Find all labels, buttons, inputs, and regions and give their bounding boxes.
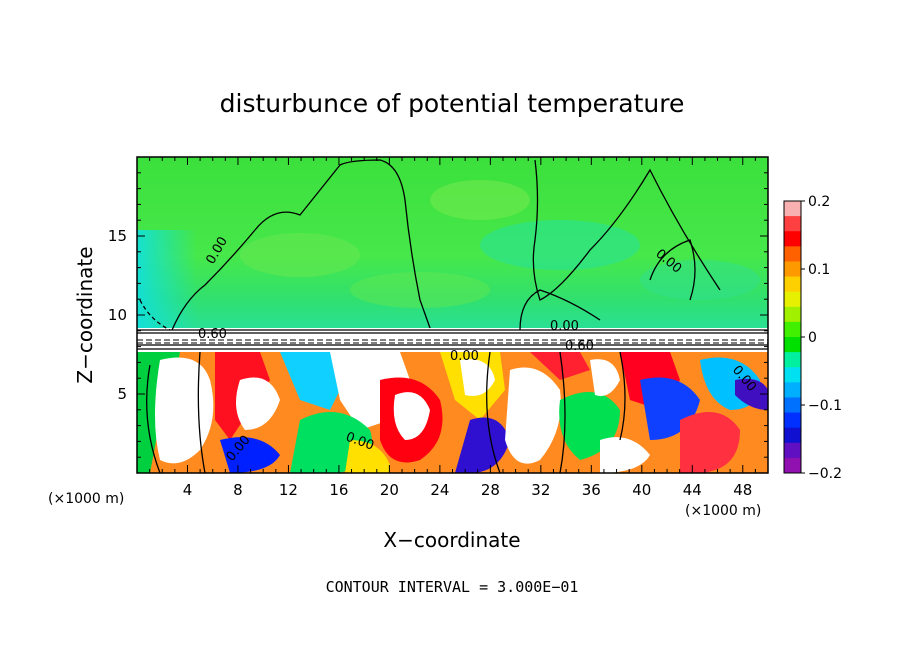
contour-label: 0.60	[198, 327, 227, 342]
contour-label: 0.00	[450, 349, 479, 364]
x-tick-label: 24	[430, 481, 449, 499]
y-tick-label: 5	[117, 385, 127, 403]
colorbar-swatch	[784, 412, 801, 429]
x-tick-label: 48	[733, 481, 752, 499]
upper-field-patch	[350, 272, 490, 308]
x-axis-title: X−coordinate	[383, 528, 520, 552]
colorbar-swatch	[784, 337, 801, 353]
colorbar-swatch	[784, 261, 801, 278]
colorbar-swatch	[784, 216, 801, 232]
colorbar-tick-label: 0.2	[808, 194, 830, 210]
colorbar-swatch	[784, 352, 801, 368]
x-tick-label: 32	[531, 481, 550, 499]
colorbar-ticks: 0.2 0.1 0 −0.1 −0.2	[801, 194, 842, 482]
x-tick-label: 16	[329, 481, 348, 499]
colorbar-swatch	[784, 397, 801, 414]
x-unit-label: (×1000 m)	[685, 503, 761, 519]
contour-label: 0.60	[565, 339, 594, 354]
colorbar-swatch	[784, 201, 801, 217]
colorbar-swatch	[784, 291, 801, 308]
x-tick-label: 8	[233, 481, 243, 499]
y-axis-title: Z−coordinate	[73, 246, 97, 383]
colorbar-swatch	[784, 276, 801, 293]
inversion-contour-dashed	[137, 339, 768, 344]
colorbar-tick-label: −0.1	[808, 398, 842, 414]
x-tick-label: 20	[380, 481, 399, 499]
colorbar-swatch	[784, 442, 801, 459]
x-tick-label: 40	[632, 481, 651, 499]
x-tick-label: 44	[683, 481, 702, 499]
plot-area	[137, 157, 768, 473]
colorbar	[784, 201, 801, 474]
y-tick-label: 10	[108, 306, 127, 324]
upper-field-patch	[640, 260, 760, 300]
upper-field-left-tint	[137, 230, 197, 337]
upper-field	[137, 157, 768, 337]
colorbar-swatch	[784, 321, 801, 338]
colorbar-swatch	[784, 367, 801, 383]
x-tick-label: 12	[279, 481, 298, 499]
chart-title: disturbunce of potential temperature	[220, 89, 685, 118]
x-tick-label: 4	[183, 481, 193, 499]
colorbar-swatch	[784, 427, 801, 444]
colorbar-tick-label: 0	[808, 330, 817, 346]
contour-lines	[139, 159, 721, 473]
y-tick-label: 15	[108, 227, 127, 245]
colorbar-swatch	[784, 306, 801, 323]
colorbar-tick-label: 0.1	[808, 262, 830, 278]
colorbar-swatch	[784, 246, 801, 262]
colorbar-swatch	[784, 231, 801, 247]
y-unit-label: (×1000 m)	[48, 491, 124, 507]
upper-field-patch	[240, 233, 360, 277]
colorbar-swatch	[784, 457, 801, 474]
colorbar-swatch	[784, 382, 801, 398]
inversion-contour	[137, 329, 768, 350]
upper-field-patch	[430, 180, 530, 220]
contour-interval-note: CONTOUR INTERVAL = 3.000E−01	[326, 578, 579, 596]
upper-field-patch	[480, 220, 640, 270]
colorbar-tick-label: −0.2	[808, 466, 842, 482]
x-tick-label: 28	[481, 481, 500, 499]
contour-label: 0.00	[550, 319, 579, 334]
x-tick-label: 36	[582, 481, 601, 499]
